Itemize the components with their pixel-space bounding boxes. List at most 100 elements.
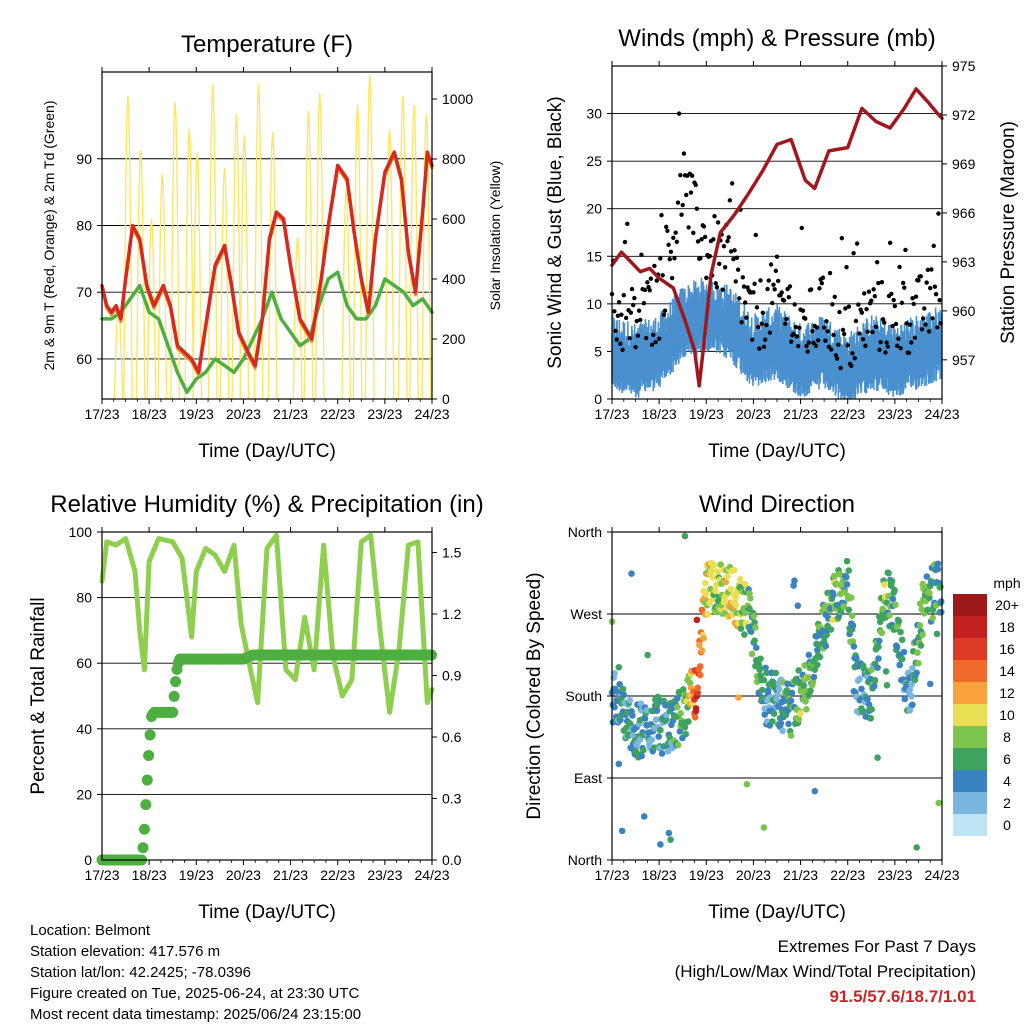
gust-point	[713, 281, 718, 286]
direction-point	[637, 700, 645, 707]
direction-point	[717, 561, 724, 568]
solar-spike	[352, 104, 363, 400]
gust-point	[726, 235, 731, 240]
x-tick-label: 24/23	[924, 867, 959, 883]
gust-point	[775, 278, 781, 284]
gust-point	[810, 328, 815, 334]
y2-tick-label: 1.2	[442, 606, 462, 622]
direction-point	[665, 829, 673, 837]
x-tick-label: 24/23	[414, 406, 449, 422]
legend-swatch	[953, 704, 987, 726]
solar-spike	[192, 152, 203, 400]
gust-point	[740, 275, 746, 280]
y-tick-label: East	[574, 770, 602, 786]
gust-point	[816, 338, 821, 343]
gust-point	[787, 284, 793, 289]
y-tick-label: 20	[76, 786, 92, 802]
x-tick-label: 19/23	[689, 406, 724, 422]
direction-point	[829, 616, 836, 624]
gust-point	[688, 190, 694, 195]
direction-point	[800, 682, 808, 689]
gust-point	[631, 302, 636, 308]
direction-point	[713, 581, 720, 589]
gust-point	[668, 249, 674, 255]
gust-point	[893, 321, 899, 327]
gust-point	[781, 298, 787, 303]
gust-point	[660, 273, 665, 278]
gust-point	[667, 256, 672, 262]
gust-point	[878, 339, 883, 345]
direction-point	[881, 581, 888, 589]
gust-point	[739, 320, 744, 325]
direction-point	[849, 638, 857, 645]
gust-point	[669, 275, 675, 281]
solar-spike	[267, 131, 278, 400]
direction-point	[694, 689, 702, 697]
gust-point	[876, 280, 881, 286]
y-tick-label: 10	[586, 296, 602, 312]
direction-point	[709, 574, 717, 581]
gust-point	[728, 249, 734, 254]
y-axis-label: 2m & 9m T (Red, Orange) & 2m Td (Green)	[41, 101, 57, 371]
gust-point	[873, 324, 879, 330]
direction-point	[856, 675, 864, 683]
direction-point	[615, 760, 623, 768]
direction-point	[898, 655, 906, 663]
x-tick-label: 17/23	[594, 867, 629, 883]
y-tick-label: West	[570, 606, 602, 622]
gust-point	[618, 341, 623, 347]
legend-label: 2	[1003, 795, 1011, 811]
y2-axis-label: Station Pressure (Maroon)	[998, 121, 1019, 344]
gust-point	[829, 347, 834, 352]
plot-border	[611, 531, 943, 861]
direction-point	[842, 573, 850, 581]
solar-spike	[184, 128, 195, 400]
direction-point	[911, 676, 919, 684]
gust-point	[731, 256, 736, 262]
gust-point	[755, 324, 761, 330]
gust-point	[754, 305, 760, 310]
gust-point	[662, 308, 668, 313]
x-tick-label: 20/23	[226, 867, 261, 883]
y-tick-label: 60	[76, 655, 92, 671]
direction-point	[878, 629, 886, 637]
legend-label: 20+	[995, 597, 1019, 613]
direction-point	[681, 724, 689, 731]
direction-point	[750, 612, 758, 620]
precip-point	[170, 676, 182, 688]
gust-point	[884, 340, 889, 345]
gust-point	[813, 343, 819, 348]
direction-point	[783, 687, 791, 694]
direction-point	[752, 624, 759, 631]
direction-point	[883, 681, 891, 689]
y2-tick-label: 1000	[442, 91, 473, 107]
panel-title: Temperature (F)	[181, 31, 353, 58]
gust-point	[656, 336, 662, 341]
direction-point	[727, 585, 735, 593]
gust-point	[783, 321, 788, 326]
direction-point	[795, 716, 802, 723]
direction-point	[879, 605, 886, 613]
direction-point	[674, 741, 682, 749]
gust-point	[919, 327, 925, 332]
x-tick-label: 20/23	[226, 406, 261, 422]
direction-point	[696, 671, 704, 679]
gust-point	[737, 296, 742, 301]
x-tick-label: 20/23	[736, 867, 771, 883]
gust-point	[831, 332, 836, 338]
gust-point	[800, 308, 806, 313]
direction-point	[874, 664, 881, 671]
direction-point	[858, 685, 865, 693]
gust-point	[860, 337, 866, 342]
direction-point	[748, 650, 756, 658]
plot-border	[611, 65, 943, 400]
direction-point	[816, 653, 824, 661]
solar-spike	[239, 134, 250, 400]
gust-point	[930, 316, 935, 321]
gust-point	[661, 312, 667, 317]
gust-point	[714, 285, 720, 290]
direction-point	[859, 708, 867, 715]
gust-point	[612, 309, 617, 314]
direction-point	[638, 752, 645, 760]
gust-point	[733, 279, 738, 284]
